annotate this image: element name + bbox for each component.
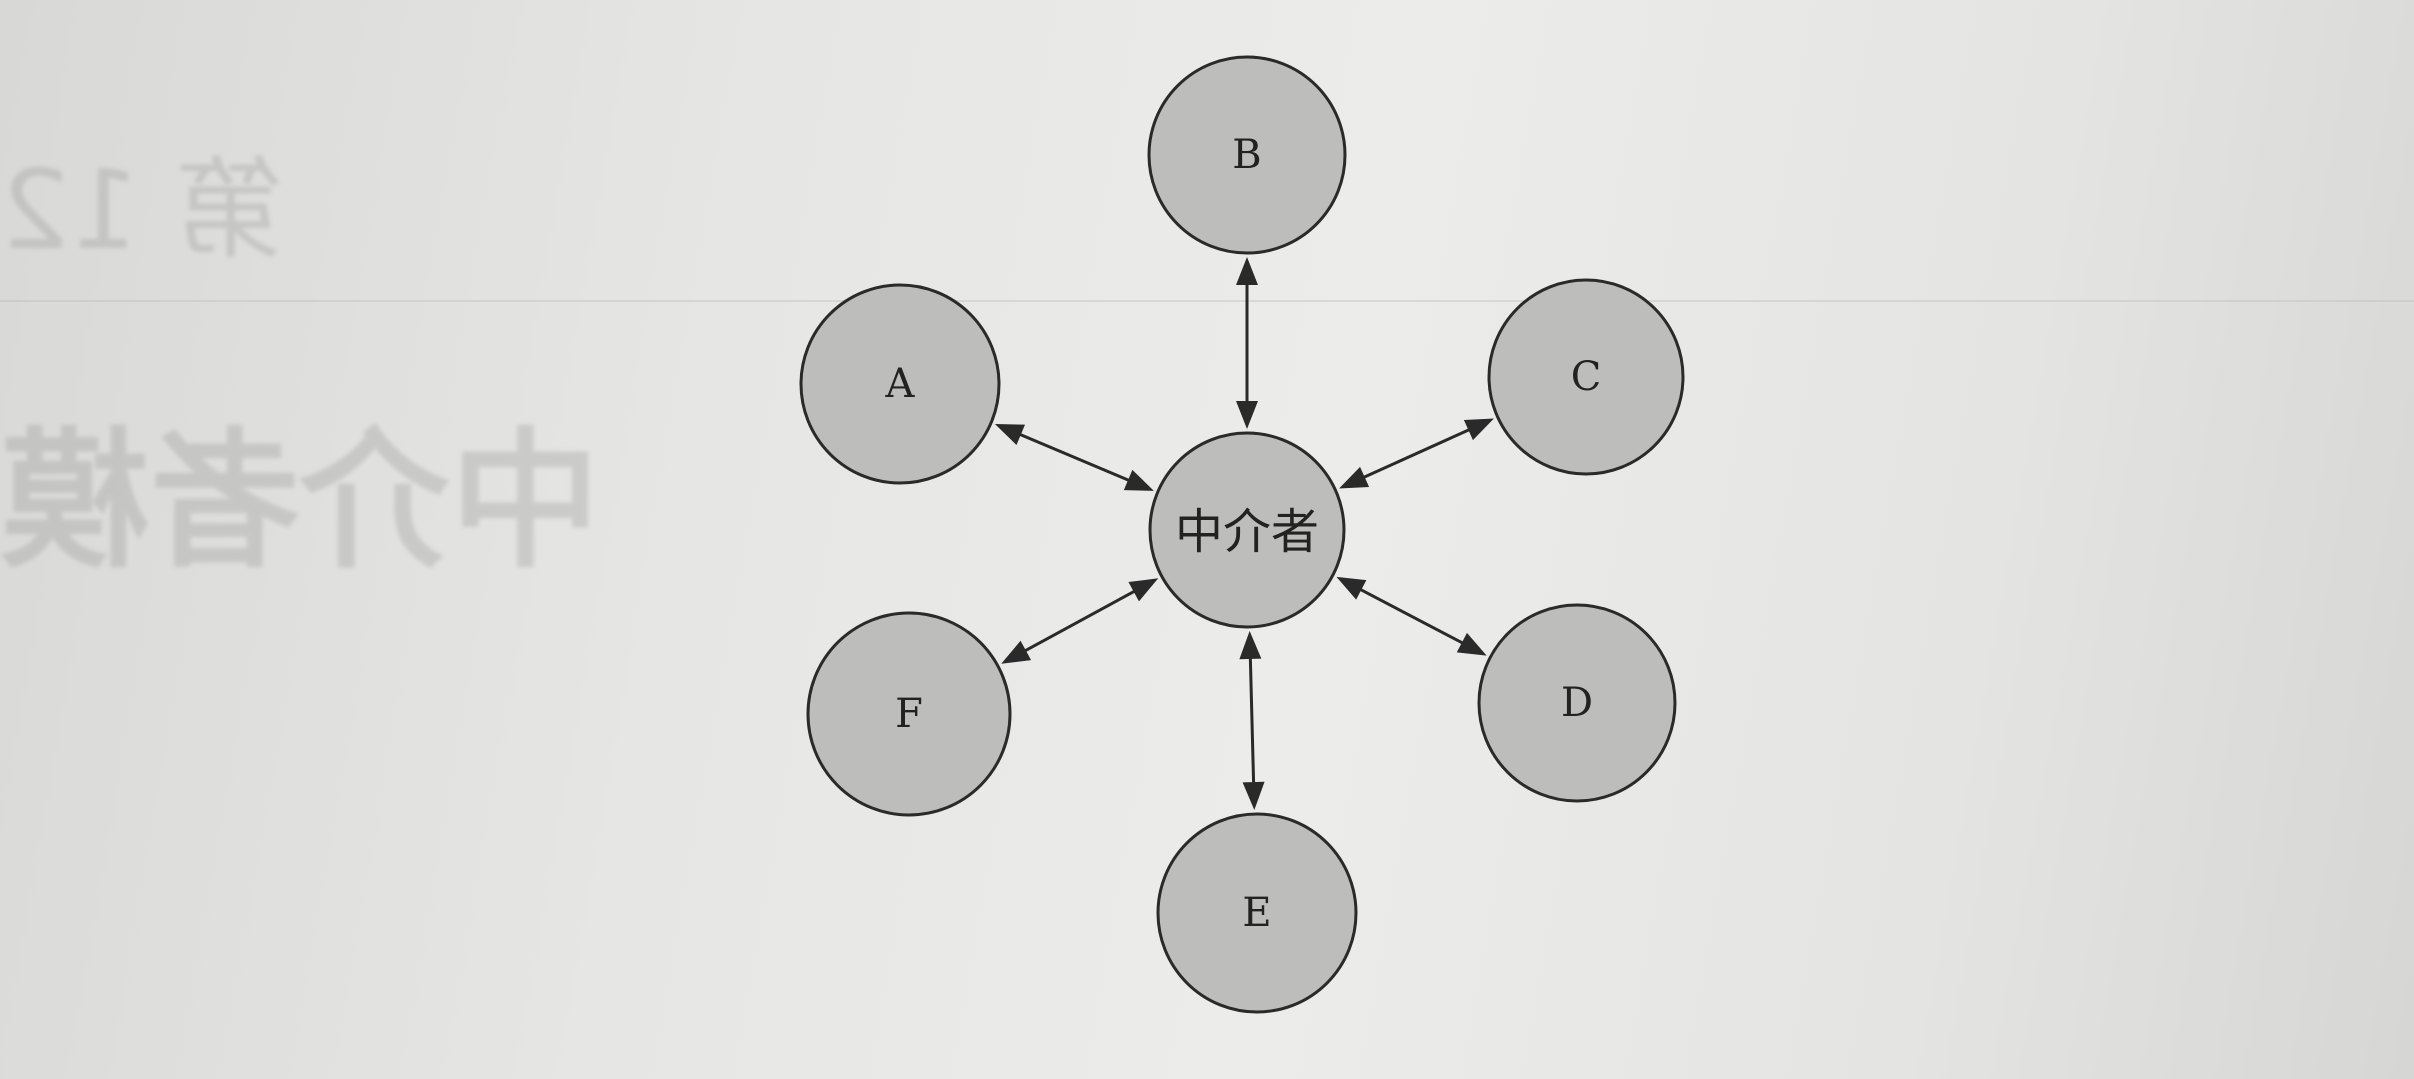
node-b: B [1147, 55, 1347, 255]
edge-mediator-c [1339, 418, 1494, 489]
mediator-circle [1148, 431, 1346, 629]
node-label-c: C [1571, 354, 1602, 400]
node-c: C [1487, 278, 1685, 476]
arrowhead-to-b [1236, 257, 1258, 285]
arrowhead-to-mediator-from-c [1339, 466, 1370, 489]
node-circle-d [1477, 603, 1677, 803]
arrowhead-to-d [1456, 632, 1487, 656]
arrowhead-to-mediator-from-b [1236, 401, 1258, 429]
connector-line-f [1018, 586, 1142, 656]
node-label-b: B [1232, 132, 1261, 178]
edge-mediator-b [1236, 257, 1258, 429]
bleed-through-rule [0, 300, 2414, 302]
node-label-a: A [885, 361, 916, 407]
node-label-d: D [1561, 680, 1593, 726]
arrowhead-to-f [1001, 640, 1032, 664]
node-e: E [1156, 812, 1358, 1014]
arrowhead-to-mediator-from-d [1336, 576, 1367, 600]
node-label-f: F [895, 691, 923, 737]
node-circle-b [1147, 55, 1347, 255]
mediator-label: 中介者 [1175, 504, 1319, 560]
nodes-layer: 中介者 A B C D E F [799, 55, 1685, 1014]
node-f: F [806, 611, 1012, 817]
arrowhead-to-mediator-from-a [1123, 469, 1154, 491]
edge-mediator-d [1336, 576, 1487, 656]
edge-mediator-a [994, 423, 1154, 491]
node-circle-c [1487, 278, 1685, 476]
arrowhead-to-a [994, 423, 1026, 445]
node-a: A [799, 283, 1001, 485]
node-circle-f [806, 611, 1012, 817]
node-label-e: E [1242, 890, 1271, 936]
arrowhead-to-c [1463, 418, 1494, 441]
edges-layer [994, 257, 1494, 811]
edge-mediator-f [1001, 578, 1159, 664]
edge-mediator-e [1239, 630, 1265, 811]
connector-line-e [1248, 650, 1256, 791]
arrowhead-to-mediator-from-e [1239, 630, 1262, 660]
arrowhead-to-e [1242, 781, 1265, 811]
node-d: D [1477, 603, 1677, 803]
mediator-node: 中介者 [1148, 431, 1346, 629]
connector-line-d [1353, 584, 1470, 648]
arrowhead-to-mediator-from-f [1128, 578, 1159, 602]
connector-line-c [1356, 425, 1477, 482]
node-circle-a [799, 283, 1001, 485]
connector-line-a [1012, 430, 1137, 485]
node-circle-e [1156, 812, 1358, 1014]
